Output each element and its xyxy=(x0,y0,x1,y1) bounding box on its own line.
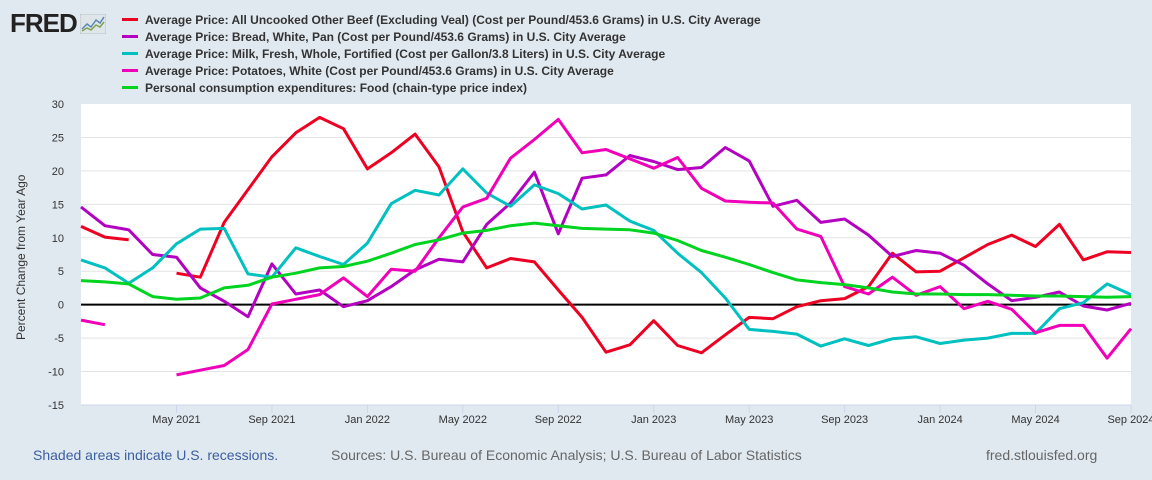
legend-swatch xyxy=(122,35,138,38)
x-tick-label: Sep 2024 xyxy=(1107,414,1152,426)
y-tick-label: 10 xyxy=(52,233,64,245)
recessions-note: Shaded areas indicate U.S. recessions. xyxy=(33,447,279,463)
x-tick-label: Sep 2022 xyxy=(535,414,582,426)
y-tick-label: 25 xyxy=(52,132,64,144)
legend-swatch xyxy=(122,18,138,21)
series-line-3 xyxy=(80,117,1133,377)
plot-area xyxy=(81,104,1131,405)
site-link[interactable]: fred.stlouisfed.org xyxy=(986,447,1098,463)
series-line-2 xyxy=(80,167,1132,348)
legend-item[interactable]: Average Price: Bread, White, Pan (Cost p… xyxy=(122,28,761,45)
x-tick-label: Sep 2021 xyxy=(248,414,295,426)
legend-label: Average Price: Potatoes, White (Cost per… xyxy=(145,63,614,78)
y-tick-label: 15 xyxy=(52,199,64,211)
series-line-4 xyxy=(80,221,1132,301)
y-tick-label: -15 xyxy=(48,400,64,412)
x-tick-label: May 2023 xyxy=(725,414,773,426)
x-tick-label: Sep 2023 xyxy=(821,414,868,426)
y-tick-label: 0 xyxy=(58,300,64,312)
y-tick-label: 20 xyxy=(52,166,64,178)
fred-logo[interactable]: FRED xyxy=(10,8,106,39)
series-line-0 xyxy=(80,115,1132,355)
x-tick-label: Jan 2022 xyxy=(345,414,390,426)
legend-label: Average Price: Milk, Fresh, Whole, Forti… xyxy=(145,46,666,61)
legend-item[interactable]: Average Price: All Uncooked Other Beef (… xyxy=(122,11,761,28)
y-tick-label: -5 xyxy=(54,333,64,345)
legend-item[interactable]: Average Price: Potatoes, White (Cost per… xyxy=(122,62,761,79)
x-tick-label: May 2024 xyxy=(1011,414,1059,426)
line-chart: 30 25 20 15 10 5 0 -5 -10 -15 May 2021 Sep 2021 Jan … xyxy=(48,99,1152,426)
legend-swatch xyxy=(122,52,138,55)
fred-logo-text: FRED xyxy=(10,8,78,38)
legend-label: Average Price: All Uncooked Other Beef (… xyxy=(145,12,761,27)
chart-legend: Average Price: All Uncooked Other Beef (… xyxy=(122,11,761,96)
fred-chart-icon xyxy=(79,13,106,34)
x-tick-label: May 2021 xyxy=(152,414,200,426)
legend-item[interactable]: Average Price: Milk, Fresh, Whole, Forti… xyxy=(122,45,761,62)
x-tick-label: Jan 2024 xyxy=(917,414,962,426)
legend-label: Average Price: Bread, White, Pan (Cost p… xyxy=(145,29,626,44)
x-tick-label: Jan 2023 xyxy=(631,414,676,426)
legend-item[interactable]: Personal consumption expenditures: Food … xyxy=(122,79,761,96)
legend-label: Personal consumption expenditures: Food … xyxy=(145,80,528,95)
legend-swatch xyxy=(122,69,138,72)
series-line-1 xyxy=(80,146,1132,319)
legend-swatch xyxy=(122,86,138,89)
y-axis-label: Percent Change from Year Ago xyxy=(14,174,28,340)
y-tick-label: 30 xyxy=(52,99,64,111)
y-tick-label: 5 xyxy=(58,266,64,278)
y-tick-label: -10 xyxy=(48,367,64,379)
x-tick-label: May 2022 xyxy=(439,414,487,426)
sources-text: Sources: U.S. Bureau of Economic Analysi… xyxy=(331,447,802,463)
